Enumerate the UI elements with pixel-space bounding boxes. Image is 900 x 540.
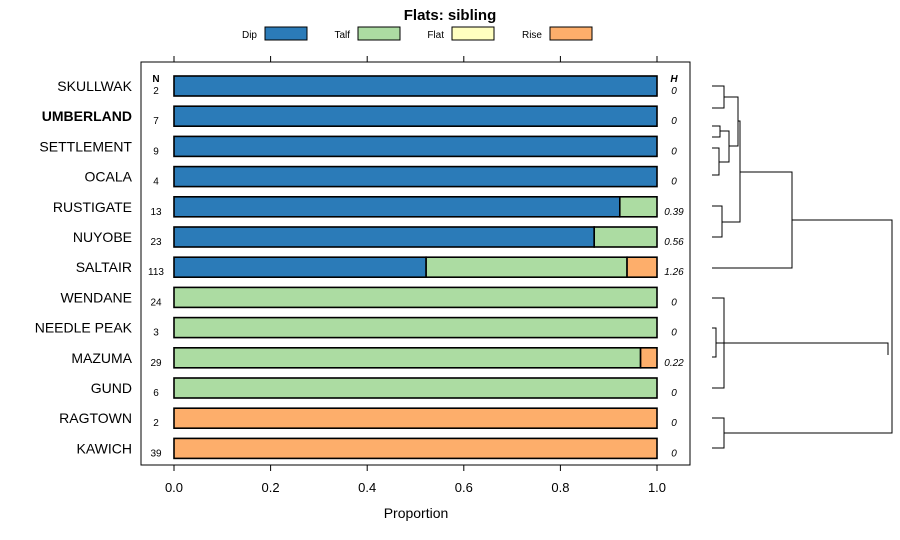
category-label-settlement: SETTLEMENT (39, 138, 132, 154)
x-tick-label-1.0: 1.0 (648, 480, 666, 495)
category-label-umberland: UMBERLAND (42, 108, 132, 124)
category-label-kawich: KAWICH (77, 440, 132, 456)
n-value-mazuma: 29 (150, 358, 162, 369)
dendrogram-branch (712, 327, 717, 358)
plot-frame (140, 61, 691, 466)
bar-nuyobe-dip (173, 226, 596, 248)
n-value-needle-peak: 3 (153, 328, 159, 339)
n-value-saltair: 113 (148, 267, 164, 278)
n-value-nuyobe: 23 (150, 237, 162, 248)
dendrogram-branch (712, 205, 723, 238)
category-label-mazuma: MAZUMA (71, 350, 132, 366)
dendrogram-branch (722, 120, 741, 223)
x-tick-label-0.2: 0.2 (262, 480, 280, 495)
n-value-settlement: 9 (153, 146, 159, 157)
h-value-mazuma: 0.22 (664, 358, 684, 369)
bar-umberland-dip (173, 105, 658, 127)
n-value-gund: 6 (153, 388, 159, 399)
bar-ragtown-rise (173, 407, 658, 430)
category-labels: SKULLWAK 2 0 UMBERLAND 7 0 SETTLEMENT 9 0 OCALA 4 0… (35, 78, 684, 459)
bar-ocala-dip (173, 165, 658, 188)
x-tick-label-0.0: 0.0 (165, 480, 183, 495)
legend-label-flat: Flat (427, 30, 444, 41)
dendrogram (712, 85, 893, 449)
n-value-kawich: 39 (150, 448, 162, 459)
x-tick-label-0.6: 0.6 (455, 480, 473, 495)
h-value-gund: 0 (671, 388, 677, 399)
h-value-nuyobe: 0.56 (664, 237, 684, 248)
dendrogram-branch (724, 342, 889, 355)
h-value-umberland: 0 (671, 116, 677, 127)
category-label-skullwak: SKULLWAK (57, 78, 132, 94)
n-value-umberland: 7 (153, 116, 159, 127)
category-label-saltair: SALTAIR (76, 259, 132, 275)
bar-gund-talf (173, 377, 658, 399)
legend-swatch-dip (264, 26, 308, 41)
dendrogram-branch (712, 85, 725, 109)
category-label-ragtown: RAGTOWN (59, 410, 132, 426)
bar-saltair-rise (626, 256, 658, 279)
dendrogram-branch (712, 171, 793, 269)
bar-wendane-talf (173, 286, 658, 309)
category-label-rustigate: RUSTIGATE (53, 199, 132, 215)
legend-label-rise: Rise (522, 30, 542, 41)
bar-rustigate-talf (619, 196, 658, 218)
h-value-rustigate: 0.39 (664, 207, 684, 218)
legend-swatch-rise (549, 26, 593, 41)
n-value-ocala: 4 (153, 177, 159, 188)
h-value-needle-peak: 0 (671, 328, 677, 339)
category-label-wendane: WENDANE (60, 289, 132, 305)
bars-group (173, 75, 658, 460)
n-column-header: N (152, 74, 159, 85)
bar-skullwak-dip (173, 75, 658, 97)
category-label-nuyobe: NUYOBE (73, 229, 132, 245)
n-value-skullwak: 2 (153, 86, 159, 97)
chart-title: Flats: sibling (404, 7, 497, 24)
legend-swatch-flat (451, 26, 495, 41)
n-value-ragtown: 2 (153, 418, 159, 429)
h-value-kawich: 0 (671, 448, 677, 459)
h-value-settlement: 0 (671, 146, 677, 157)
dendrogram-branch (712, 417, 725, 449)
bar-nuyobe-talf (593, 226, 658, 248)
bar-rustigate-dip (173, 196, 621, 218)
x-tick-label-0.8: 0.8 (551, 480, 569, 495)
legend-label-dip: Dip (242, 30, 257, 41)
bar-saltair-talf (425, 256, 628, 279)
n-value-rustigate: 13 (150, 207, 162, 218)
h-value-ocala: 0 (671, 177, 677, 188)
bar-needle-peak-talf (173, 316, 658, 339)
bar-mazuma-rise (639, 346, 658, 369)
category-label-ocala: OCALA (85, 169, 133, 185)
bar-kawich-rise (173, 437, 658, 460)
legend-swatch-talf (357, 26, 401, 41)
h-value-ragtown: 0 (671, 418, 677, 429)
h-column-header: H (670, 74, 678, 85)
legend-label-talf: Talf (334, 30, 350, 41)
dendrogram-branch (724, 96, 739, 147)
x-axis: 0.0 0.2 0.4 0.6 0.8 1.0 (165, 56, 666, 495)
dendrogram-branch (724, 219, 893, 434)
x-tick-label-0.4: 0.4 (358, 480, 376, 495)
bar-mazuma-talf (173, 346, 642, 369)
h-value-wendane: 0 (671, 297, 677, 308)
bar-settlement-dip (173, 135, 658, 158)
x-axis-label: Proportion (384, 505, 449, 521)
category-label-needle-peak: NEEDLE PEAK (35, 320, 133, 336)
dendrogram-branch (712, 125, 721, 138)
legend: Dip Talf Flat Rise (242, 26, 593, 41)
category-label-gund: GUND (91, 380, 132, 396)
dendrogram-branch (712, 147, 720, 176)
n-value-wendane: 24 (150, 297, 162, 308)
bar-saltair-dip (173, 256, 427, 279)
h-value-skullwak: 0 (671, 86, 677, 97)
h-value-saltair: 1.26 (664, 267, 684, 278)
